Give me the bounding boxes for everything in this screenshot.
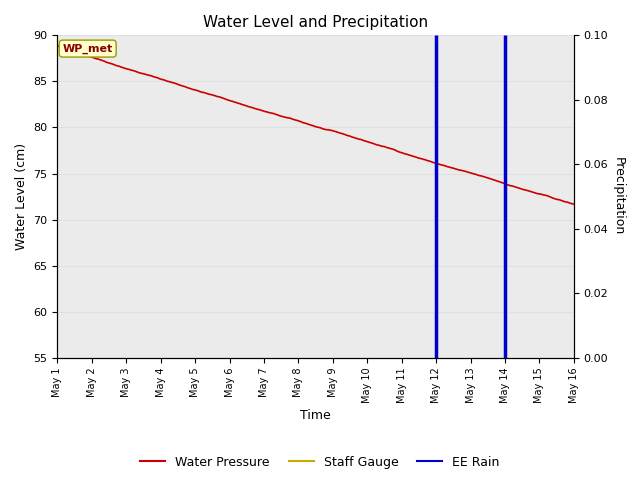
Legend: Water Pressure, Staff Gauge, EE Rain: Water Pressure, Staff Gauge, EE Rain <box>136 451 504 474</box>
Title: Water Level and Precipitation: Water Level and Precipitation <box>203 15 428 30</box>
Y-axis label: Water Level (cm): Water Level (cm) <box>15 143 28 250</box>
Y-axis label: Precipitation: Precipitation <box>612 157 625 236</box>
Text: WP_met: WP_met <box>63 44 113 54</box>
X-axis label: Time: Time <box>300 409 331 422</box>
